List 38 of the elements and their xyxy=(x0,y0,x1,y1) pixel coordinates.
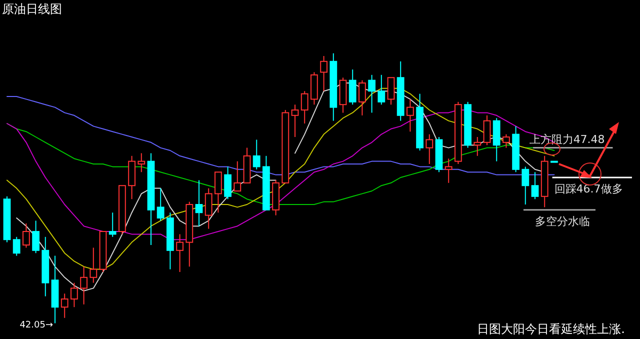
candlestick xyxy=(310,72,318,106)
candlestick xyxy=(492,118,500,162)
candlestick xyxy=(444,158,452,184)
annotation: 日图大阳今日看延续性上涨. xyxy=(477,322,625,336)
candlestick xyxy=(214,172,222,214)
candlestick xyxy=(138,152,146,173)
candlestick xyxy=(262,155,270,210)
candlestick xyxy=(368,74,376,114)
candlestick xyxy=(234,160,242,192)
candlestick xyxy=(474,136,482,156)
candlestick xyxy=(243,147,251,184)
candlestick xyxy=(42,236,50,297)
candlestick xyxy=(540,155,548,208)
candlestick xyxy=(108,212,116,238)
candlestick xyxy=(147,152,155,246)
candlestick xyxy=(320,56,328,92)
candlestick xyxy=(252,139,260,170)
candlestick xyxy=(195,180,203,227)
candlestick xyxy=(80,266,88,305)
candlestick xyxy=(300,90,308,124)
candlestick xyxy=(272,180,280,216)
candlestick xyxy=(51,255,59,324)
candlestick xyxy=(90,247,98,284)
ref-line-label: 多空分水临 xyxy=(535,214,590,228)
candlestick xyxy=(176,234,184,272)
chart-title: 原油日线图 xyxy=(2,2,62,16)
ref-line-label: 回踩46.7做多 xyxy=(554,182,623,196)
candlestick xyxy=(387,77,395,106)
candlestick xyxy=(291,104,299,138)
candlestick xyxy=(128,155,136,200)
annotation: 42.05→ xyxy=(20,320,54,330)
candlestick xyxy=(522,166,530,205)
candlestick xyxy=(60,293,68,318)
candlestick xyxy=(339,77,347,114)
candlestick xyxy=(166,212,174,270)
candlestick xyxy=(330,52,338,122)
candlestick xyxy=(396,60,404,122)
candlestick xyxy=(406,98,414,132)
